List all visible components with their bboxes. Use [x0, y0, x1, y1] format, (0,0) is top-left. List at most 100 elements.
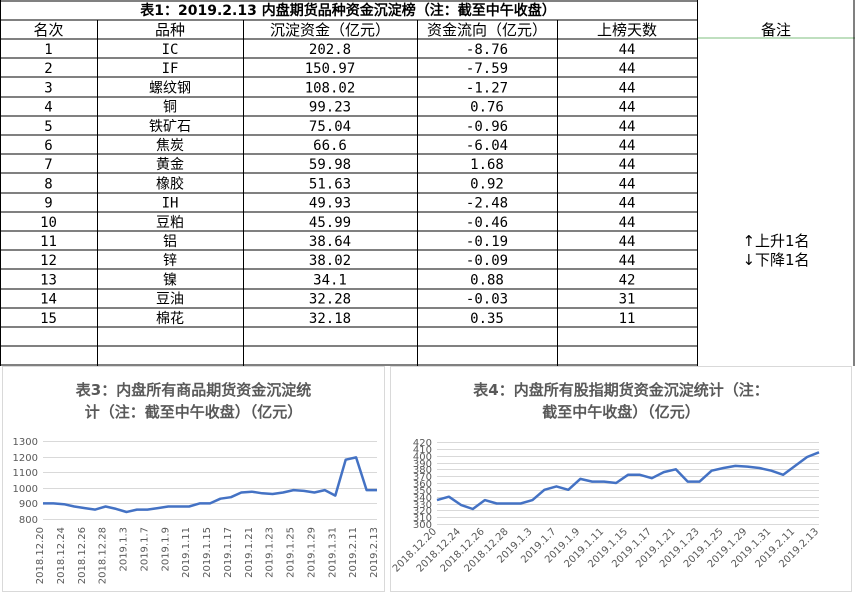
commodity-line-chart: 800 900 1000 1100 1200 1300 2018.12.20 2018.12.…: [13, 437, 380, 584]
x-tick-label: 2019.1.7: [139, 527, 150, 572]
table-cell: 6: [44, 138, 52, 154]
table-cell: 11: [619, 311, 636, 327]
commodity-chart-title-line-2: 计（注：截至中午收盘）（亿元）: [84, 403, 303, 421]
table-cell: 10: [40, 215, 57, 231]
remark-cell: ↑上升1名: [742, 232, 809, 250]
y-tick-label: 1200: [13, 453, 38, 464]
commodity-chart-title-line-1: 表3：内盘所有商品期货资金沉淀统: [75, 381, 312, 399]
table-cell: 44: [619, 234, 636, 250]
table-cell: 44: [619, 196, 636, 212]
table-cell: 51.63: [309, 176, 351, 192]
table-cell: 5: [44, 119, 52, 135]
x-tick-label: 2019.1.21: [244, 527, 255, 578]
x-tick-label: 2018.12.20: [35, 527, 46, 584]
table-cell: 59.98: [309, 157, 351, 173]
table-cell: 11: [40, 234, 57, 250]
table-cell: 45.99: [309, 215, 351, 231]
table-cell: 75.04: [309, 119, 351, 135]
table-cell: 豆粕: [156, 215, 184, 231]
x-tick-label: 2019.2.13: [369, 527, 380, 578]
table-cell: 44: [619, 138, 636, 154]
table-cell: 0.35: [470, 311, 504, 327]
y-tick-label: 360: [413, 479, 432, 490]
table-cell: -1.27: [466, 80, 508, 96]
table-cell: 2: [44, 61, 52, 77]
table-cell: 34.1: [313, 272, 347, 288]
table-cell: 焦炭: [156, 138, 184, 154]
table-cell: 44: [619, 176, 636, 192]
table-cell: 9: [44, 196, 52, 212]
y-tick-label: 420: [413, 438, 432, 449]
commodity-chart-panel: 表3：内盘所有商品期货资金沉淀统 计（注：截至中午收盘）（亿元） 800 900 1…: [2, 366, 385, 592]
table-cell: -8.76: [466, 42, 508, 58]
table-cell: 44: [619, 253, 636, 269]
column-header: 上榜天数: [597, 21, 657, 39]
table-cell: 铜: [163, 100, 177, 116]
table-cell: 豆油: [156, 292, 184, 308]
table-cell: 32.18: [309, 311, 351, 327]
table-cell: 49.93: [309, 196, 351, 212]
y-tick-label: 410: [413, 445, 432, 456]
table-cell: 8: [44, 176, 52, 192]
x-tick-label: 2019.1.3: [119, 527, 130, 572]
column-header: 资金流向（亿元）: [427, 21, 547, 39]
table-cell: 32.28: [309, 292, 351, 308]
y-tick-label: 310: [413, 513, 432, 524]
table-cell: 3: [44, 80, 52, 96]
table-cell: 44: [619, 80, 636, 96]
y-tick-label: 1300: [13, 437, 38, 448]
table-cell: 42: [619, 272, 636, 288]
index-chart-panel: 表4：内盘所有股指期货资金沉淀统计（注： 截至中午收盘）（亿元） 300 310 3…: [390, 366, 852, 592]
x-tick-label: 2019.1.31: [327, 527, 338, 578]
y-tick-label: 380: [413, 465, 432, 476]
remark-cell: ↓下降1名: [742, 251, 809, 269]
table-cell: 150.97: [305, 61, 356, 77]
table-cell: IC: [162, 42, 179, 58]
y-tick-label: 320: [413, 506, 432, 517]
table-cell: -0.96: [466, 119, 508, 135]
y-tick-label: 1100: [13, 468, 38, 479]
table-cell: 38.02: [309, 253, 351, 269]
table-cell: IF: [162, 61, 179, 77]
table-cell: 13: [40, 272, 57, 288]
y-tick-label: 300: [413, 520, 432, 531]
table-cell: 0.92: [470, 176, 504, 192]
table-cell: 12: [40, 253, 57, 269]
index-line-chart: 3003103203303403503603703803904004104202…: [391, 438, 821, 575]
y-tick-label: 390: [413, 459, 432, 470]
table-cell: 31: [619, 292, 636, 308]
table-cell: -6.04: [466, 138, 508, 154]
table-cell: 38.64: [309, 234, 351, 250]
table-cell: 44: [619, 215, 636, 231]
table-cell: 4: [44, 100, 52, 116]
x-tick-label: 2019.1.15: [202, 527, 213, 578]
x-tick-label: 2019.1.17: [223, 527, 234, 578]
column-header: 备注: [761, 21, 791, 39]
x-tick-label: 2019.1.29: [306, 527, 317, 578]
table-cell: 铁矿石: [149, 119, 191, 135]
index-chart-title-line-2: 截至中午收盘）（亿元）: [542, 403, 700, 421]
series-line: [436, 451, 820, 511]
table-cell: 15: [40, 311, 57, 327]
column-header: 品种: [155, 21, 185, 39]
table-cell: 44: [619, 100, 636, 116]
table-cell: 1: [44, 42, 52, 58]
table-background: [0, 0, 855, 366]
table-cell: -0.19: [466, 234, 508, 250]
table-cell: 橡胶: [156, 175, 184, 192]
x-tick-label: 2018.12.24: [56, 527, 67, 584]
y-tick-label: 1000: [13, 484, 38, 495]
table-cell: 0.88: [470, 272, 504, 288]
x-tick-label: 2018.12.28: [98, 527, 109, 584]
table-cell: 44: [619, 157, 636, 173]
table-cell: 44: [619, 61, 636, 77]
table-cell: -0.46: [466, 215, 508, 231]
x-tick-label: 2019.1.23: [265, 527, 276, 578]
table-cell: 108.02: [305, 80, 356, 96]
column-header: 沉淀资金（亿元）: [270, 21, 390, 39]
table-cell: -2.48: [466, 196, 508, 212]
table-cell: 螺纹钢: [149, 80, 191, 96]
table-cell: 黄金: [156, 156, 184, 173]
table-cell: -0.09: [466, 253, 508, 269]
table-cell: 44: [619, 42, 636, 58]
